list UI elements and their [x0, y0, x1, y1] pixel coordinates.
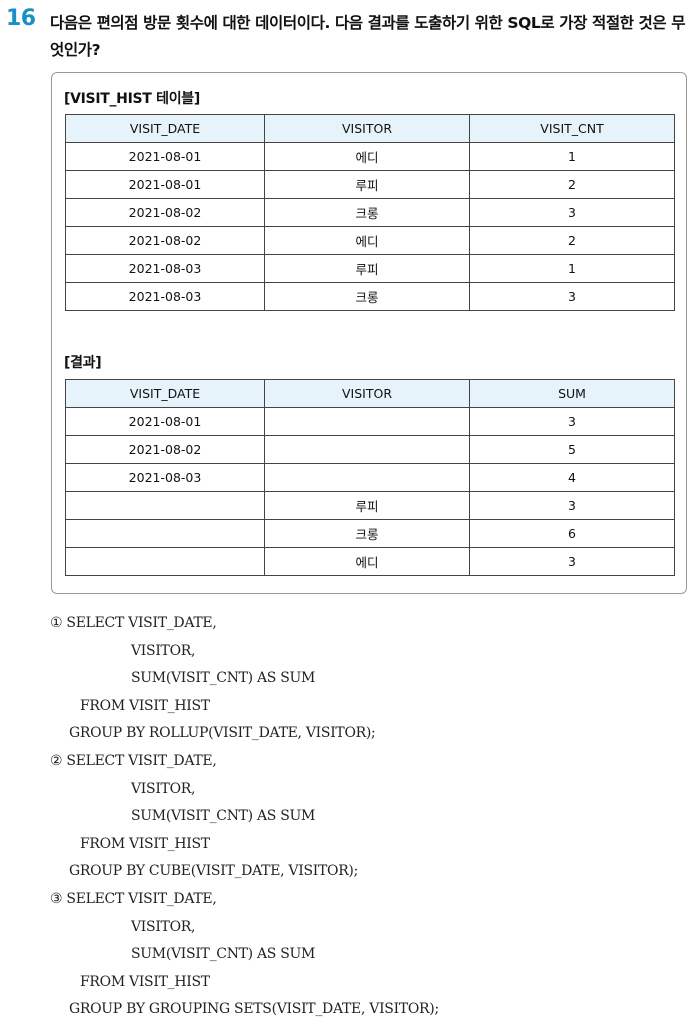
- choice-line: ① SELECT VISIT_DATE,: [50, 615, 217, 631]
- table-row: 2021-08-03 루피 1: [65, 254, 675, 283]
- table-cell: [65, 519, 265, 548]
- choice-1[interactable]: ① SELECT VISIT_DATE, VISITOR, SUM(VISIT_…: [50, 610, 690, 748]
- answer-choices: ① SELECT VISIT_DATE, VISITOR, SUM(VISIT_…: [50, 610, 690, 1024]
- table-row: 에디 3: [65, 547, 675, 576]
- visit-hist-caption: [VISIT_HIST 테이블]: [64, 91, 200, 107]
- table-cell: 크롱: [264, 198, 470, 227]
- table-cell: [264, 435, 470, 464]
- choice-line: FROM VISIT_HIST: [80, 973, 210, 990]
- table-cell: 2021-08-01: [65, 170, 265, 199]
- choice-line: FROM VISIT_HIST: [80, 697, 210, 714]
- table-cell: 2: [469, 226, 675, 255]
- choice-line: VISITOR,: [131, 780, 196, 797]
- result-header-row: VISIT_DATE VISITOR SUM: [65, 379, 675, 408]
- table-cell: 3: [469, 198, 675, 227]
- choice-line: SUM(VISIT_CNT) AS SUM: [131, 808, 316, 825]
- choice-line: SUM(VISIT_CNT) AS SUM: [131, 946, 316, 963]
- table-row: 2021-08-03 크롱 3: [65, 282, 675, 311]
- choice-line: VISITOR,: [131, 918, 196, 935]
- table-row: 2021-08-01 3: [65, 407, 675, 436]
- table-cell: 4: [469, 463, 675, 492]
- choice-line: FROM VISIT_HIST: [80, 835, 210, 852]
- table-row: 2021-08-01 루피 2: [65, 170, 675, 199]
- question-text: 다음은 편의점 방문 횟수에 대한 데이터이다. 다음 결과를 도출하기 위한 …: [50, 14, 686, 59]
- table-cell: 1: [469, 254, 675, 283]
- choice-line: GROUP BY ROLLUP(VISIT_DATE, VISITOR);: [69, 725, 376, 742]
- table-cell: 2021-08-02: [65, 198, 265, 227]
- table-cell: [264, 463, 470, 492]
- visit-hist-header-row: VISIT_DATE VISITOR VISIT_CNT: [65, 114, 675, 143]
- table-cell: 2021-08-02: [65, 435, 265, 464]
- table-cell: 3: [469, 491, 675, 520]
- table-cell: 6: [469, 519, 675, 548]
- table-cell: 에디: [264, 226, 470, 255]
- column-header: VISIT_CNT: [469, 114, 675, 143]
- visit-hist-table: VISIT_DATE VISITOR VISIT_CNT 2021-08-01 …: [65, 114, 675, 311]
- table-cell: 에디: [264, 547, 470, 576]
- table-cell: 에디: [264, 142, 470, 171]
- table-cell: 루피: [264, 254, 470, 283]
- choice-line: ③ SELECT VISIT_DATE,: [50, 890, 217, 907]
- table-cell: [65, 491, 265, 520]
- table-cell: 루피: [264, 170, 470, 199]
- table-cell: [264, 407, 470, 436]
- table-cell: 3: [469, 547, 675, 576]
- table-row: 2021-08-02 5: [65, 435, 675, 464]
- question-number: 16: [6, 6, 36, 31]
- choice-line: GROUP BY CUBE(VISIT_DATE, VISITOR);: [69, 863, 359, 880]
- table-row: 2021-08-02 크롱 3: [65, 198, 675, 227]
- choice-line: VISITOR,: [131, 642, 196, 659]
- result-caption: [결과]: [64, 355, 102, 371]
- table-cell: 2021-08-03: [65, 282, 265, 311]
- table-row: 루피 3: [65, 491, 675, 520]
- table-cell: 2021-08-03: [65, 463, 265, 492]
- table-cell: 5: [469, 435, 675, 464]
- table-cell: 2: [469, 170, 675, 199]
- column-header: VISITOR: [264, 379, 470, 408]
- table-cell: 3: [469, 407, 675, 436]
- column-header: VISIT_DATE: [65, 379, 265, 408]
- column-header: VISITOR: [264, 114, 470, 143]
- table-row: 2021-08-03 4: [65, 463, 675, 492]
- table-cell: 루피: [264, 491, 470, 520]
- choice-line: GROUP BY GROUPING SETS(VISIT_DATE, VISIT…: [69, 1001, 439, 1018]
- table-cell: 크롱: [264, 282, 470, 311]
- column-header: SUM: [469, 379, 675, 408]
- table-cell: 크롱: [264, 519, 470, 548]
- table-cell: 2021-08-03: [65, 254, 265, 283]
- result-table: VISIT_DATE VISITOR SUM 2021-08-01 3 2021…: [65, 379, 675, 576]
- table-cell: 2021-08-01: [65, 142, 265, 171]
- column-header: VISIT_DATE: [65, 114, 265, 143]
- table-cell: 2021-08-02: [65, 226, 265, 255]
- data-box: [51, 72, 687, 594]
- table-cell: 2021-08-01: [65, 407, 265, 436]
- table-row: 2021-08-01 에디 1: [65, 142, 675, 171]
- choice-line: SUM(VISIT_CNT) AS SUM: [131, 670, 316, 687]
- table-row: 크롱 6: [65, 519, 675, 548]
- table-cell: [65, 547, 265, 576]
- table-cell: 1: [469, 142, 675, 171]
- table-row: 2021-08-02 에디 2: [65, 226, 675, 255]
- choice-3[interactable]: ③ SELECT VISIT_DATE, VISITOR, SUM(VISIT_…: [50, 886, 690, 1024]
- choice-line: ② SELECT VISIT_DATE,: [50, 752, 217, 769]
- choice-2[interactable]: ② SELECT VISIT_DATE, VISITOR, SUM(VISIT_…: [50, 748, 690, 886]
- table-cell: 3: [469, 282, 675, 311]
